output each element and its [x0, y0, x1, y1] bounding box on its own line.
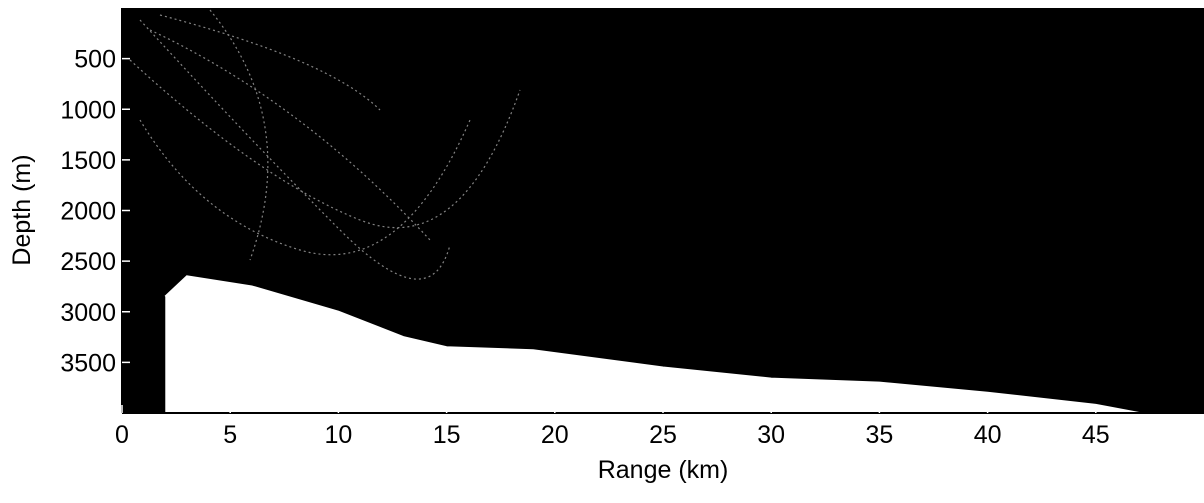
- y-axis-label: Depth (m): [8, 154, 36, 265]
- seafloor-fill: [165, 276, 1140, 413]
- x-axis-label: Range (km): [598, 456, 729, 484]
- x-tick-label: 35: [865, 421, 893, 449]
- seafloor-line: [164, 275, 1140, 414]
- y-tick-label: 2500: [60, 248, 116, 276]
- x-tick-label: 40: [974, 421, 1002, 449]
- ray: [139, 119, 471, 256]
- y-tick-label: 3500: [60, 349, 116, 377]
- x-tick-label: 5: [223, 421, 237, 449]
- ray: [129, 59, 521, 229]
- ray-texture: [129, 9, 521, 280]
- x-tick-label: 15: [433, 421, 461, 449]
- x-tick-label: 45: [1082, 421, 1110, 449]
- x-tick-label: 10: [324, 421, 352, 449]
- ray: [139, 19, 451, 280]
- x-tick-label: 25: [649, 421, 677, 449]
- y-tick-label: 1500: [60, 147, 116, 175]
- y-tick-label: 3000: [60, 299, 116, 327]
- y-tick-label: 2000: [60, 198, 116, 226]
- ray: [209, 9, 269, 261]
- y-tick-label: 1000: [60, 96, 116, 124]
- x-tick-label: 30: [757, 421, 785, 449]
- x-tick-label: 20: [541, 421, 569, 449]
- y-tick-label: 500: [74, 46, 116, 74]
- x-tick-label: 0: [115, 421, 129, 449]
